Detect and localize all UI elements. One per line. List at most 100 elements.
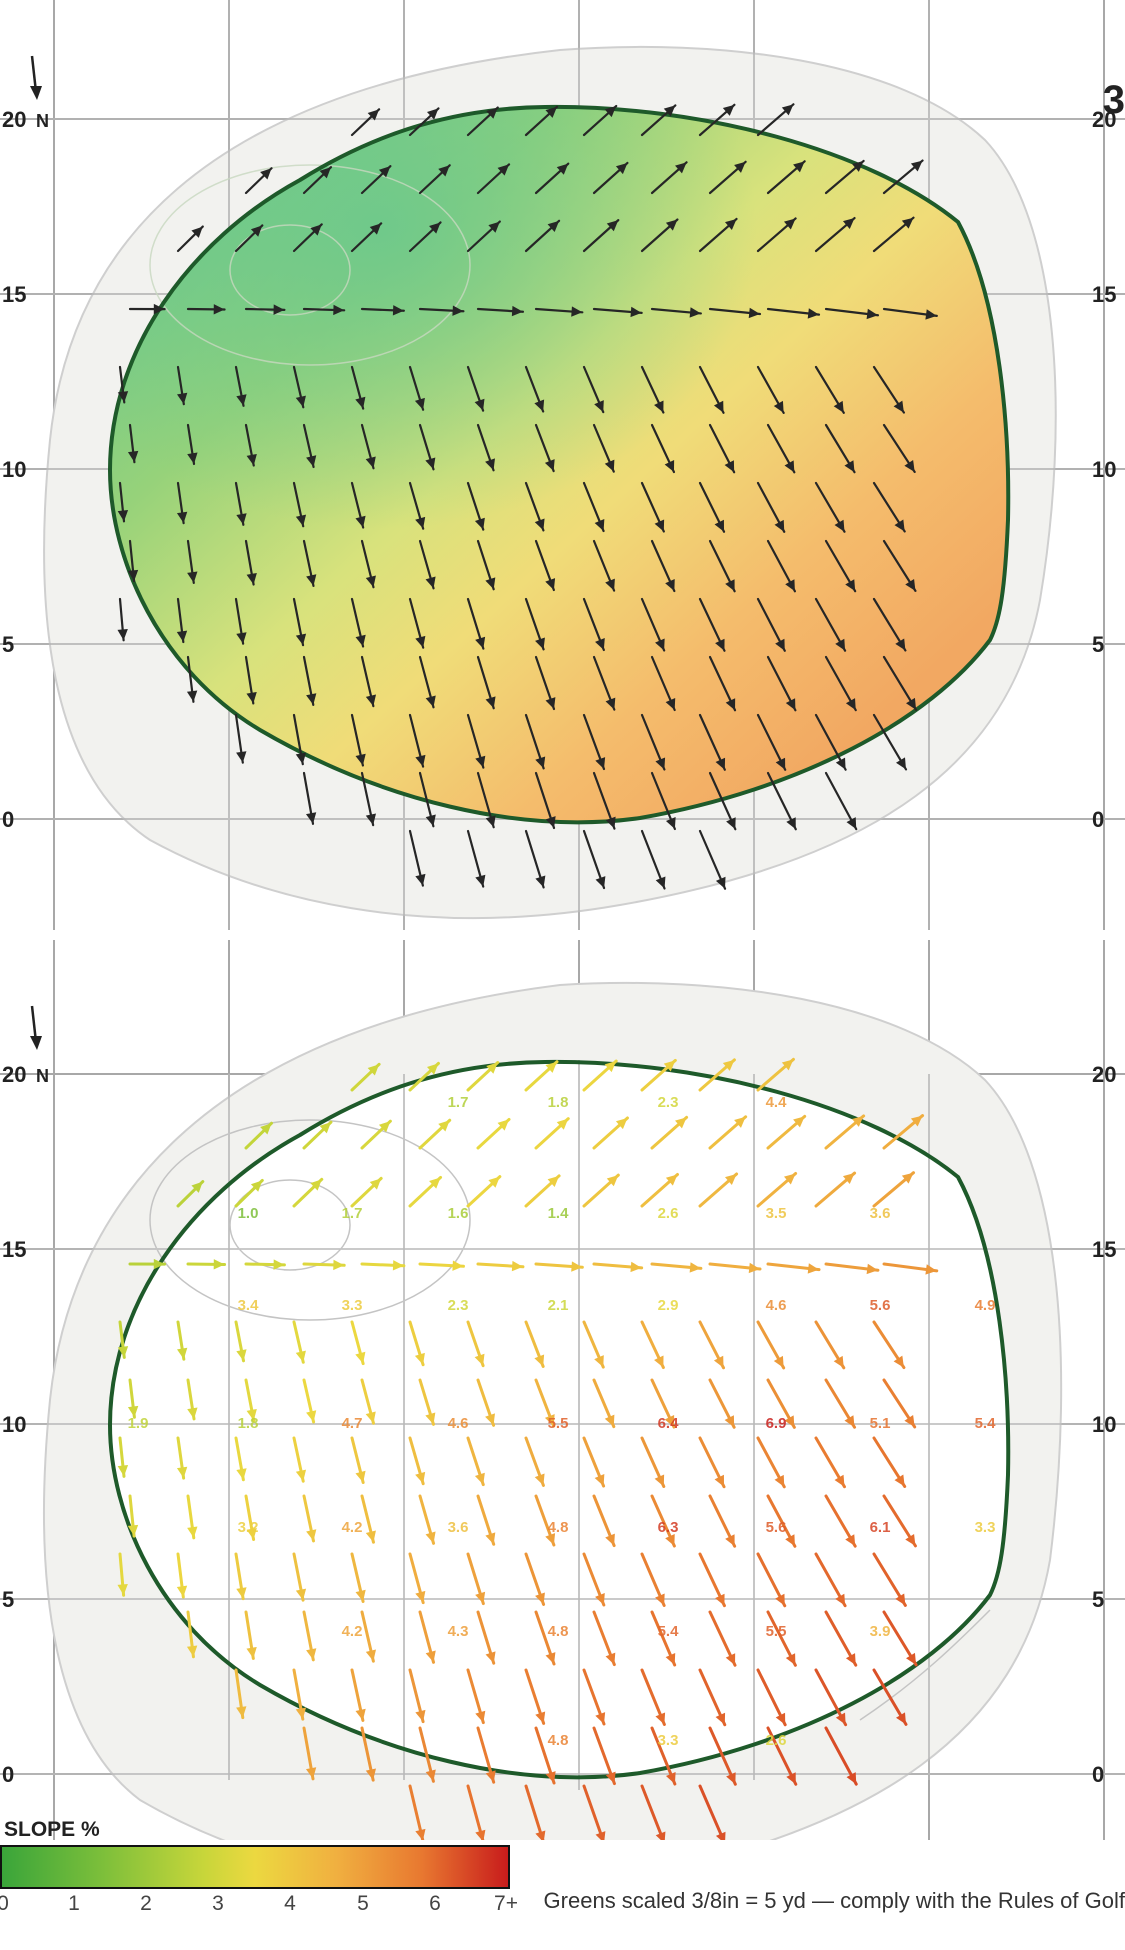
- y-tick-right-top: 10: [1092, 457, 1116, 482]
- green-outline: [107, 104, 1011, 825]
- slope-percent-label: 2.3: [448, 1297, 469, 1314]
- slope-arrow: [698, 1668, 727, 1727]
- slope-percent-label: 4.7: [342, 1415, 363, 1432]
- slope-arrow: [592, 771, 616, 830]
- slope-percent-label: 2.6: [766, 1732, 787, 1749]
- slope-arrow: [872, 216, 915, 253]
- slope-arrow: [650, 1610, 677, 1667]
- slope-arrow: [650, 307, 702, 318]
- slope-arrow: [650, 1378, 676, 1429]
- slope-arrow: [814, 1320, 846, 1370]
- slope-percent-label: 3.5: [766, 1205, 787, 1222]
- slope-arrow: [360, 1494, 376, 1544]
- slope-arrow: [756, 1436, 786, 1489]
- slope-arrow: [360, 1378, 376, 1425]
- slope-arrow: [872, 1436, 907, 1488]
- slope-arrow: [650, 1115, 689, 1150]
- slope-arrow: [582, 1436, 606, 1488]
- slope-arrow: [872, 1552, 907, 1607]
- slope-arrow: [766, 655, 797, 712]
- slope-arrow: [128, 303, 166, 315]
- slope-arrow: [127, 1494, 139, 1538]
- slope-arrow: [814, 481, 846, 533]
- slope-percent-label: 4.8: [548, 1732, 569, 1749]
- slope-arrow: [872, 1171, 915, 1208]
- slope-arrow: [127, 423, 139, 464]
- slope-arrow: [360, 1610, 377, 1663]
- slope-arrow: [766, 1114, 807, 1150]
- slope-percent-label: 3.3: [342, 1297, 363, 1314]
- slope-percent-label: 1.6: [448, 1205, 469, 1222]
- slope-arrow: [234, 1178, 264, 1208]
- slope-arrow: [292, 1177, 324, 1208]
- slope-arrow: [592, 655, 616, 711]
- slope-arrow: [350, 1176, 383, 1208]
- slope-arrow: [582, 829, 606, 890]
- slope-arrow: [592, 1610, 616, 1667]
- slope-arrow: [234, 597, 247, 645]
- slope-arrow: [756, 365, 785, 414]
- slope-arrow: [466, 220, 501, 253]
- slope-arrow: [176, 1180, 205, 1208]
- slope-arrow: [350, 108, 381, 137]
- slope-arrow: [698, 217, 738, 253]
- slope-arrow: [592, 161, 629, 195]
- slope-arrow: [360, 423, 376, 470]
- slope-arrow: [756, 713, 787, 771]
- slope-arrow: [466, 481, 485, 531]
- slope-arrow: [814, 216, 856, 253]
- slope-arrow: [302, 166, 333, 195]
- slope-arrow: [350, 713, 366, 767]
- slope-arrow: [882, 1494, 917, 1548]
- slope-arrow: [756, 103, 795, 137]
- slope-percent-label: 3.9: [870, 1623, 891, 1640]
- slope-percent-label: 2.6: [658, 1205, 679, 1222]
- slope-percent-label: 1.7: [342, 1205, 363, 1222]
- slope-arrow: [640, 365, 665, 414]
- slope-arrow: [234, 1668, 247, 1720]
- slope-arrow: [476, 1494, 496, 1546]
- slope-arrow: [640, 1320, 665, 1370]
- slope-arrow: [360, 655, 377, 708]
- slope-arrow: [360, 539, 376, 589]
- y-tick-left-top: 0: [2, 807, 14, 832]
- slope-arrow: [186, 539, 198, 584]
- slope-arrow: [408, 481, 426, 530]
- slope-arrow: [708, 1726, 737, 1786]
- slope-arrow: [524, 481, 545, 532]
- slope-arrow: [592, 1116, 629, 1150]
- slope-arrow: [824, 539, 857, 593]
- slope-percent-label: 4.4: [766, 1094, 788, 1111]
- slope-arrow: [466, 1320, 485, 1368]
- legend-tick-1: 1: [68, 1892, 80, 1915]
- slope-arrow: [408, 829, 426, 887]
- slope-arrow: [824, 655, 857, 712]
- slope-arrow: [350, 1436, 366, 1485]
- y-tick-right-top: 20: [1092, 107, 1116, 132]
- slope-arrow: [360, 1260, 406, 1271]
- slope-percent-label: 4.6: [448, 1415, 469, 1432]
- slope-arrow: [640, 713, 666, 771]
- slope-percent-label: 3.4: [238, 1297, 260, 1314]
- slope-percent-label: 5.1: [870, 1415, 891, 1432]
- slope-arrow: [534, 1726, 556, 1785]
- slope-arrow: [582, 1320, 605, 1369]
- slope-arrow: [534, 1261, 584, 1272]
- slope-arrow: [814, 365, 845, 414]
- slope-arrow: [640, 1668, 666, 1726]
- y-tick-right-top: 0: [1092, 807, 1104, 832]
- slope-arrow: [524, 713, 546, 770]
- slope-percent-labels: 1.7 1.8 2.3 4.4 1.0 1.7 1.6 1.4 2.6 3.5 3.6 3.4 3.3 2…: [128, 1094, 997, 1749]
- slope-arrow: [176, 597, 188, 644]
- slope-percent-label: 6.9: [766, 1415, 787, 1432]
- y-tick-left-top: 15: [2, 282, 26, 307]
- slope-arrow: [650, 1262, 703, 1273]
- legend-tick-6: 6: [429, 1892, 441, 1915]
- slope-arrow: [418, 164, 451, 195]
- slope-arrow: [524, 597, 545, 651]
- slope-arrow: [466, 1784, 486, 1840]
- slope-arrow: [650, 655, 676, 712]
- slope-percent-label: 5.4: [975, 1415, 997, 1432]
- hole-number: 3: [1102, 78, 1125, 122]
- slope-arrow: [582, 481, 605, 533]
